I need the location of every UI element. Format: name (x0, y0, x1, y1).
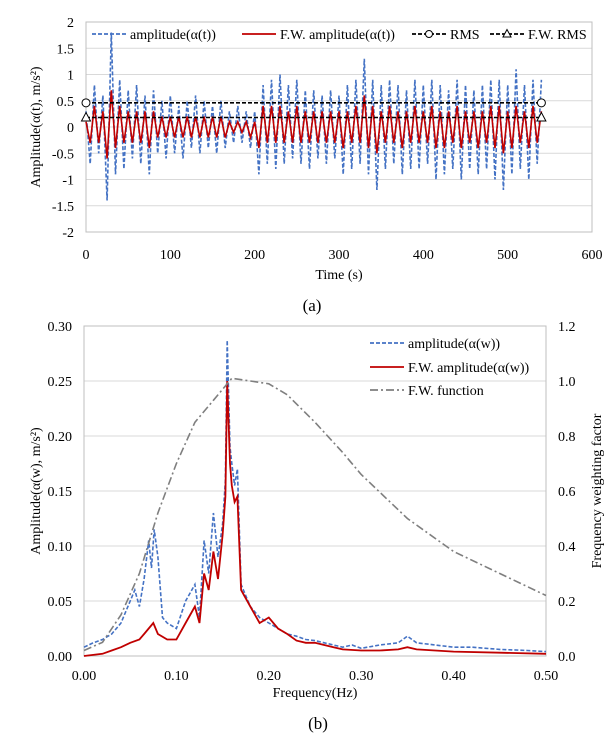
y2-tick-label-b: 0.6 (558, 485, 576, 500)
y2-tick-label-b: 0.0 (558, 650, 576, 665)
y-axis-title-b: Amplitude(α(w), m/s²) (29, 427, 44, 555)
x-tick-label-a: 500 (497, 248, 518, 263)
x-axis-title-b: Frequency(Hz) (273, 686, 358, 701)
legend-label-a-1: F.W. amplitude(α(t)) (280, 28, 395, 43)
series-line-a-0 (85, 32, 543, 201)
y2-tick-label-b: 0.4 (558, 540, 576, 555)
y-tick-label-b: 0.15 (48, 485, 73, 500)
legend-label-b-0: amplitude(α(w)) (408, 337, 500, 352)
y-tick-label-a: 1 (67, 69, 74, 84)
y-tick-label-a: -0.5 (52, 147, 74, 162)
y-tick-label-a: 2 (67, 16, 74, 31)
plot-area-b (83, 325, 547, 657)
rms-marker (536, 98, 546, 108)
series-line-b-1 (83, 380, 547, 657)
caption-a: (a) (302, 296, 322, 315)
x-tick-label-a: 600 (582, 248, 603, 263)
plot-area-a (85, 21, 593, 233)
fw-rms-marker (536, 111, 547, 122)
y-axis-title-a: Amplitude(α(t), m/s²) (29, 66, 44, 188)
legend-label-a-2: RMS (450, 28, 480, 43)
fw-rms-marker (80, 111, 92, 122)
y-tick-label-b: 0.05 (48, 595, 73, 610)
y-tick-label-b: 0.00 (48, 650, 73, 665)
y-tick-label-a: -2 (62, 226, 74, 241)
series-line-a-1 (85, 90, 543, 159)
x-axis-title-a: Time (s) (315, 268, 363, 283)
legend-marker-fw-rms (502, 28, 512, 38)
y-tick-label-a: 0 (67, 121, 74, 136)
y-tick-label-b: 0.30 (48, 320, 73, 335)
x-tick-label-b: 0.00 (72, 669, 97, 684)
y2-tick-label-b: 0.8 (558, 430, 576, 445)
x-tick-label-a: 200 (244, 248, 265, 263)
x-tick-label-b: 0.30 (349, 669, 374, 684)
x-tick-label-a: 300 (329, 248, 350, 263)
x-tick-label-b: 0.40 (441, 669, 466, 684)
y-tick-label-b: 0.25 (48, 375, 73, 390)
legend-label-a-0: amplitude(α(t)) (130, 28, 216, 43)
x-tick-label-a: 400 (413, 248, 434, 263)
y-tick-label-a: 1.5 (57, 42, 75, 57)
legend-label-a-3: F.W. RMS (528, 28, 587, 43)
series-line-b-0 (83, 340, 547, 653)
caption-b: (b) (308, 714, 328, 733)
y-tick-label-a: 0.5 (57, 95, 75, 110)
x-tick-label-a: 100 (160, 248, 181, 263)
series-line-b-2 (83, 377, 547, 652)
x-tick-label-a: 0 (83, 248, 90, 263)
y2-tick-label-b: 1.2 (558, 320, 576, 335)
y2-tick-label-b: 0.2 (558, 595, 576, 610)
legend-marker-rms (425, 30, 433, 38)
y2-axis-title-b: Frequency weighting factor (590, 413, 605, 568)
x-tick-label-b: 0.10 (164, 669, 189, 684)
y-tick-label-b: 0.10 (48, 540, 73, 555)
y-tick-label-a: -1 (62, 174, 74, 189)
legend-label-b-1: F.W. amplitude(α(w)) (408, 361, 530, 376)
legend-label-b-2: F.W. function (408, 384, 484, 399)
y-tick-label-b: 0.20 (48, 430, 73, 445)
y-tick-label-a: -1.5 (52, 200, 74, 215)
y2-tick-label-b: 1.0 (558, 375, 576, 390)
rms-marker (81, 98, 91, 108)
x-tick-label-b: 0.20 (257, 669, 282, 684)
x-tick-label-b: 0.50 (534, 669, 559, 684)
